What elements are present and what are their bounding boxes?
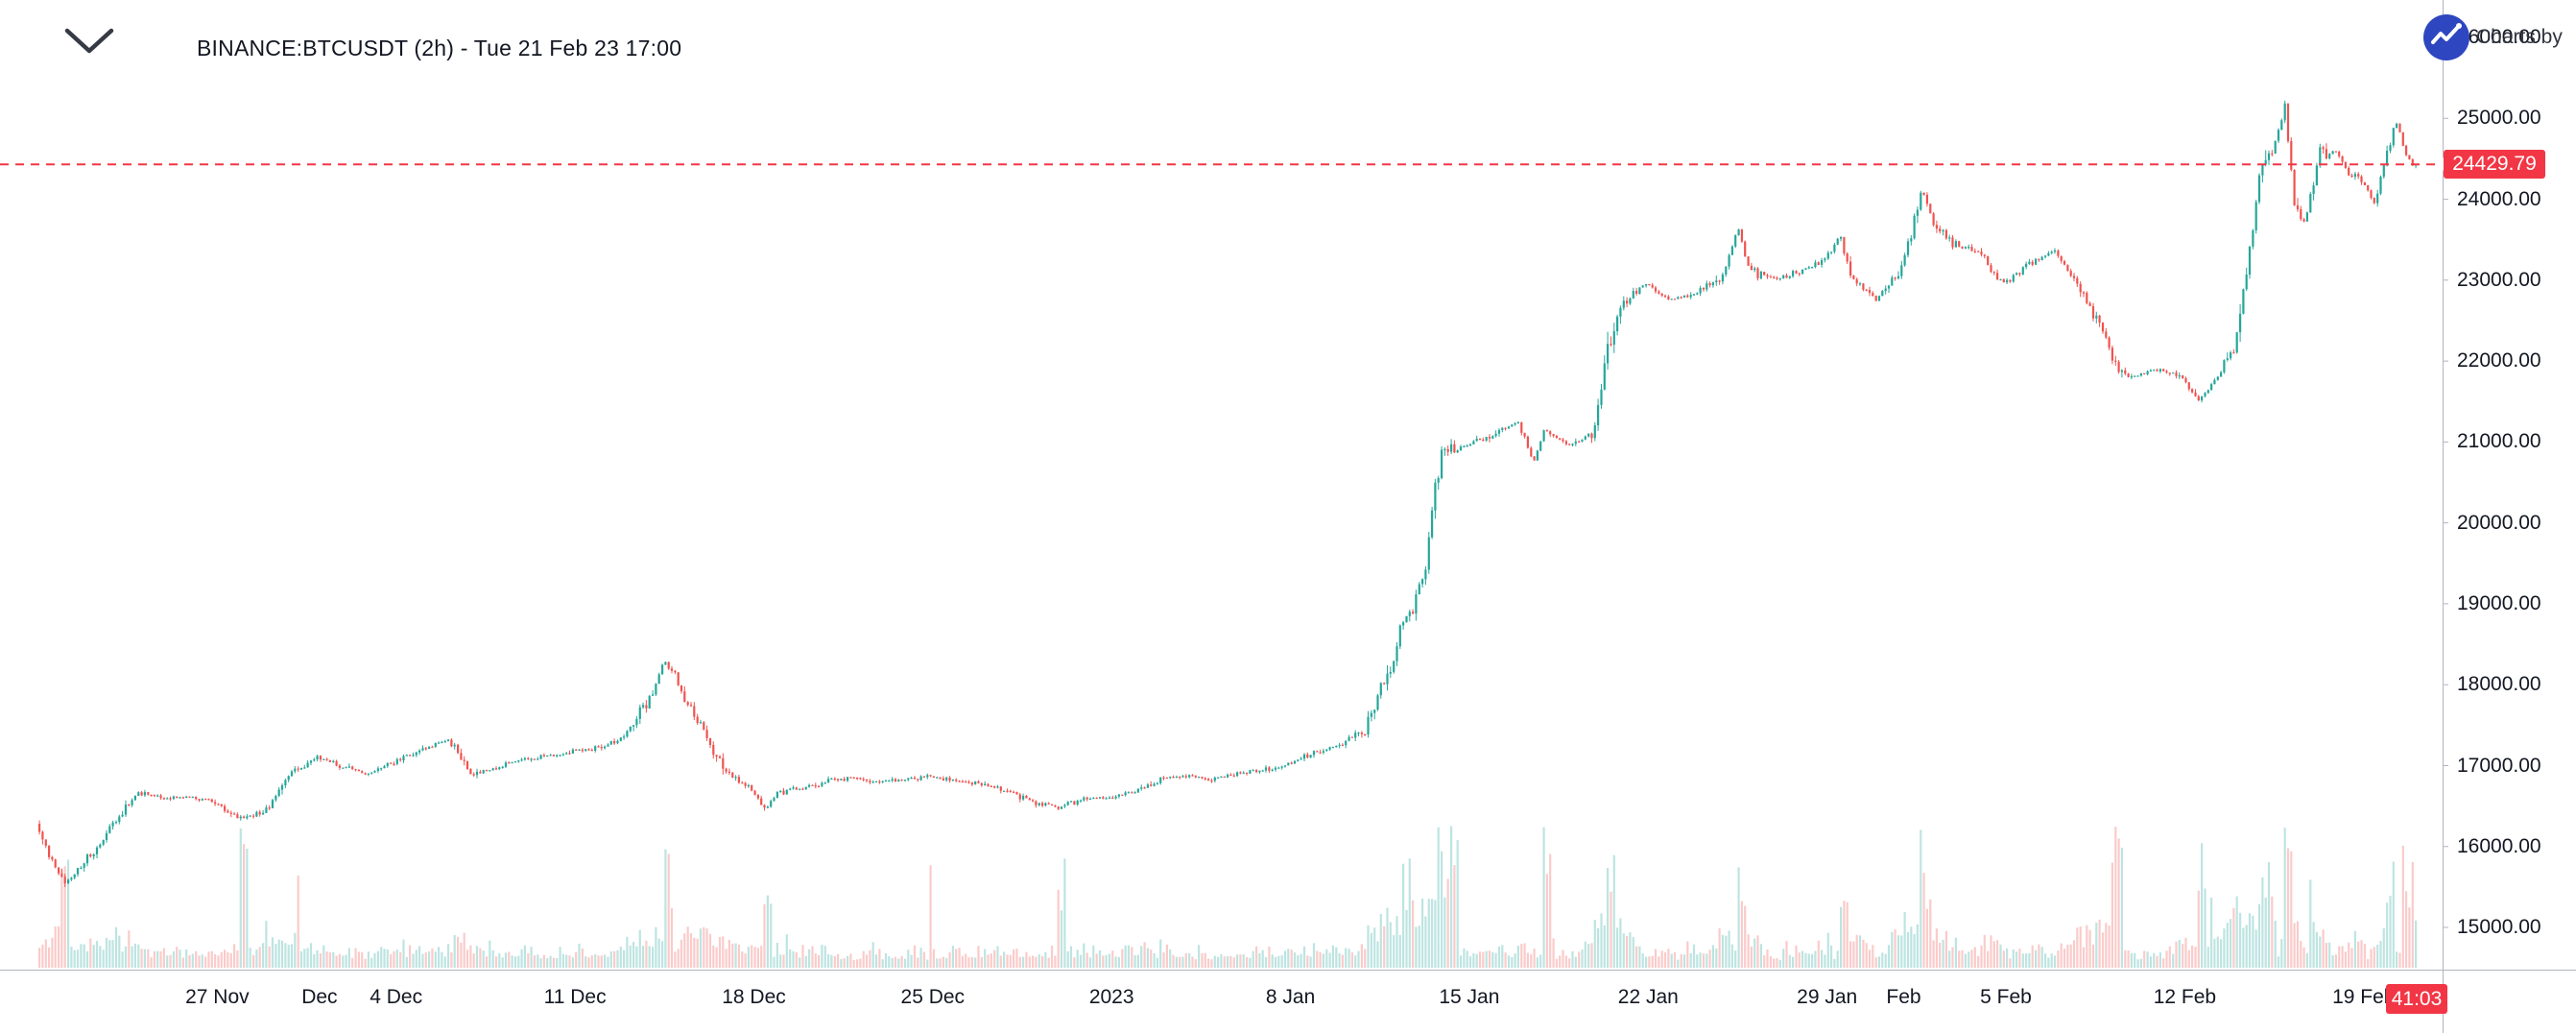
trend-dot-icon xyxy=(2456,23,2462,29)
price-axis-label: 24000.00 xyxy=(2457,187,2541,210)
price-axis-label: 22000.00 xyxy=(2457,349,2541,372)
time-axis-label: 12 Feb xyxy=(2153,986,2217,1008)
price-axis-label: 26000.00 xyxy=(2457,26,2541,48)
time-axis-label: 15 Jan xyxy=(1439,986,1500,1008)
price-axis-border xyxy=(2443,0,2444,1033)
price-axis-label: 15000.00 xyxy=(2457,916,2541,938)
time-axis-label: 4 Dec xyxy=(370,986,423,1008)
time-axis-label: 19 Feb xyxy=(2332,986,2396,1008)
price-axis-label: 20000.00 xyxy=(2457,511,2541,534)
collapse-legend-chevron[interactable] xyxy=(61,21,119,60)
price-axis-label: 18000.00 xyxy=(2457,673,2541,696)
time-axis-label: 27 Nov xyxy=(185,986,250,1008)
chevron-down-icon xyxy=(64,28,114,54)
price-axis-label: 17000.00 xyxy=(2457,754,2541,777)
last-price-badge: 24429.79 xyxy=(2444,150,2545,179)
volume-bars-up xyxy=(67,826,2418,968)
candle-wicks-down xyxy=(38,103,2414,887)
bar-countdown-badge: 41:03 xyxy=(2386,984,2447,1014)
tradingview-logo[interactable] xyxy=(2422,13,2470,61)
volume-bars-down xyxy=(38,827,2414,968)
attribution-text[interactable]: Charts by xyxy=(2476,26,2563,48)
chart-title[interactable]: BINANCE:BTCUSDT (2h) - Tue 21 Feb 23 17:… xyxy=(197,36,682,60)
time-axis-label: 18 Dec xyxy=(722,986,786,1008)
time-axis-label: 11 Dec xyxy=(543,986,607,1008)
time-axis-label: 29 Jan xyxy=(1797,986,1858,1008)
trend-line-icon xyxy=(2431,24,2461,44)
price-axis-label: 16000.00 xyxy=(2457,834,2541,857)
price-axis-label: 23000.00 xyxy=(2457,268,2541,291)
time-axis-label: Feb xyxy=(1886,986,1921,1008)
candle-bodies-down xyxy=(38,103,2414,884)
candle-wicks-up xyxy=(67,100,2417,885)
time-axis-label: 5 Feb xyxy=(1980,986,2032,1008)
time-axis-border xyxy=(0,970,2576,971)
price-axis-label: 25000.00 xyxy=(2457,107,2541,130)
price-axis-label: 21000.00 xyxy=(2457,430,2541,453)
candle-bodies-up xyxy=(67,103,2418,884)
price-axis-label: 19000.00 xyxy=(2457,591,2541,614)
time-axis-label: 8 Jan xyxy=(1265,986,1316,1008)
time-axis-label: 25 Dec xyxy=(900,986,966,1008)
time-axis-label: 2023 xyxy=(1088,986,1134,1008)
time-axis-label: Dec xyxy=(301,986,338,1008)
time-axis-label: 22 Jan xyxy=(1617,986,1679,1008)
